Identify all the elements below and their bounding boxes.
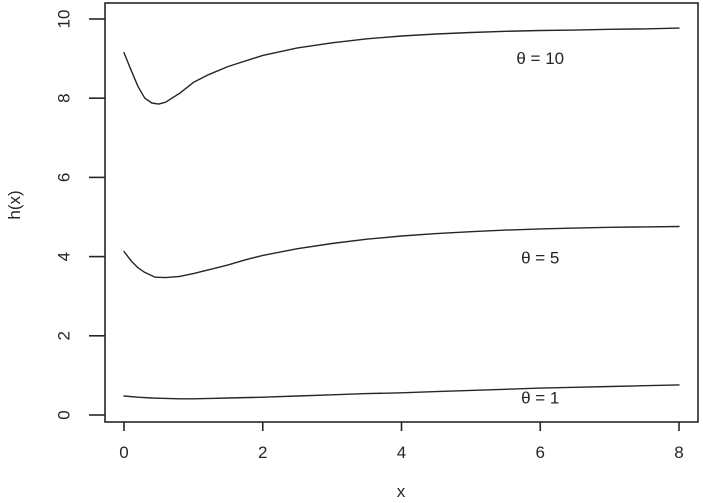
y-tick-label: 10 — [55, 10, 74, 29]
y-tick-label: 6 — [55, 173, 74, 182]
plot-generated-content: 0 2 4 6 8 0 2 4 6 8 10 θ = 10 θ = 5 θ = 1 — [55, 2, 699, 462]
x-tick-label: 2 — [258, 443, 267, 462]
curve-theta-10 — [123, 27, 680, 105]
curve-theta-5 — [123, 225, 680, 279]
annotation-theta-1: θ = 1 — [521, 388, 559, 407]
y-axis-title: h(x) — [5, 190, 24, 219]
y-tick-label: 2 — [55, 331, 74, 340]
y-tick-label: 8 — [55, 93, 74, 102]
x-axis-title: x — [397, 482, 406, 501]
x-tick-label: 4 — [397, 443, 406, 462]
x-tick-label: 6 — [536, 443, 545, 462]
curve-theta-1 — [123, 384, 680, 400]
plot-box — [104, 2, 699, 423]
annotation-theta-10: θ = 10 — [516, 49, 564, 68]
y-tick-label: 0 — [55, 410, 74, 419]
annotation-theta-5: θ = 5 — [521, 248, 559, 267]
y-tick-label: 4 — [55, 252, 74, 261]
x-tick-label: 8 — [674, 443, 683, 462]
x-tick-label: 0 — [119, 443, 128, 462]
